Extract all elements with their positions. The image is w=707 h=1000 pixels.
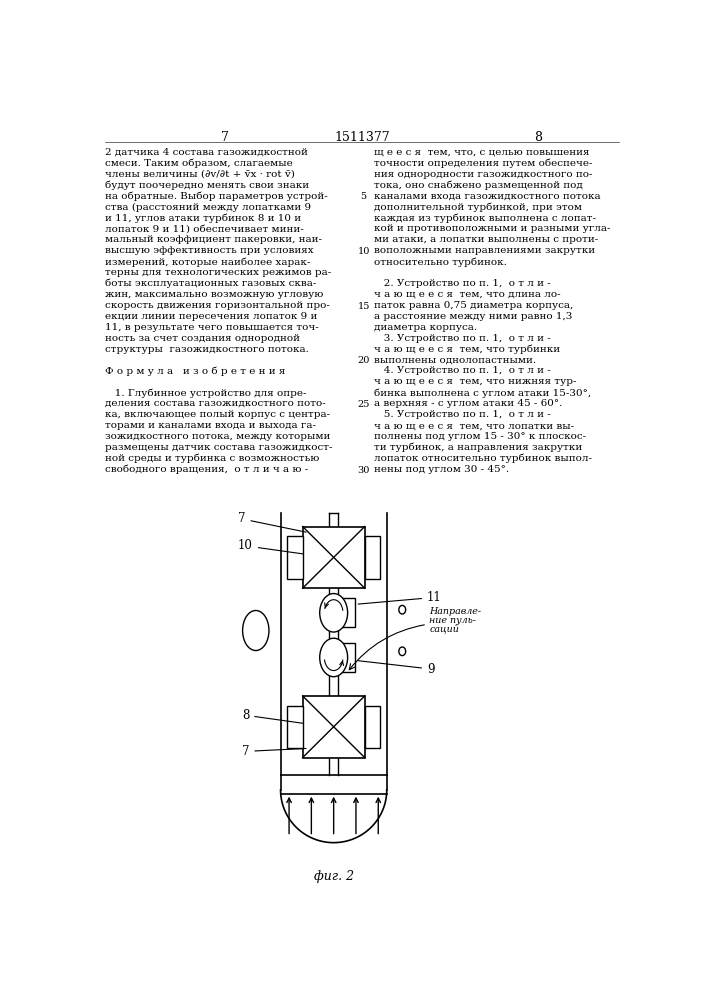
Text: кой и противоположными и разными угла-: кой и противоположными и разными угла- — [373, 224, 610, 233]
Text: тока, оно снабжено размещенной под: тока, оно снабжено размещенной под — [373, 181, 583, 190]
Text: дополнительной турбинкой, при этом: дополнительной турбинкой, при этом — [373, 202, 582, 212]
Text: екции линии пересечения лопаток 9 и: екции линии пересечения лопаток 9 и — [105, 312, 318, 321]
Bar — [365, 536, 380, 579]
Text: 1511377: 1511377 — [334, 131, 390, 144]
Text: ства (расстояний между лопатками 9: ства (расстояний между лопатками 9 — [105, 202, 312, 212]
Text: ч а ю щ е е с я  тем, что нижняя тур-: ч а ю щ е е с я тем, что нижняя тур- — [373, 377, 576, 386]
Bar — [303, 527, 365, 588]
Text: фиг. 2: фиг. 2 — [314, 870, 354, 883]
Text: полнены под углом 15 - 30° к плоскос-: полнены под углом 15 - 30° к плоскос- — [373, 432, 585, 441]
Text: 30: 30 — [357, 466, 370, 475]
Text: ность за счет создания однородной: ность за счет создания однородной — [105, 334, 300, 343]
Text: ния однородности газожидкостного по-: ния однородности газожидкостного по- — [373, 170, 592, 179]
Text: свободного вращения,  о т л и ч а ю -: свободного вращения, о т л и ч а ю - — [105, 465, 309, 474]
Text: размещены датчик состава газожидкост-: размещены датчик состава газожидкост- — [105, 443, 333, 452]
Text: 7: 7 — [238, 512, 306, 532]
Bar — [303, 696, 365, 758]
Text: 8: 8 — [534, 131, 542, 144]
Text: а верхняя - с углом атаки 45 - 60°.: а верхняя - с углом атаки 45 - 60°. — [373, 399, 562, 408]
Text: щ е е с я  тем, что, с целью повышения: щ е е с я тем, что, с целью повышения — [373, 148, 589, 157]
Text: жин, максимально возможную угловую: жин, максимально возможную угловую — [105, 290, 324, 299]
Text: ной среды и турбинка с возможностью: ной среды и турбинка с возможностью — [105, 454, 320, 463]
Text: 25: 25 — [357, 400, 370, 409]
Text: 5. Устройство по п. 1,  о т л и -: 5. Устройство по п. 1, о т л и - — [373, 410, 550, 419]
Text: диаметра корпуса.: диаметра корпуса. — [373, 323, 477, 332]
Bar — [287, 536, 303, 579]
Text: высшую эффективность при условиях: высшую эффективность при условиях — [105, 246, 314, 255]
Text: Направле-: Направле- — [429, 607, 481, 616]
Text: 9: 9 — [358, 661, 435, 676]
Text: 4. Устройство по п. 1,  о т л и -: 4. Устройство по п. 1, о т л и - — [373, 366, 550, 375]
Ellipse shape — [320, 638, 348, 677]
Text: структуры  газожидкостного потока.: структуры газожидкостного потока. — [105, 345, 309, 354]
Text: каналами входа газожидкостного потока: каналами входа газожидкостного потока — [373, 191, 600, 200]
Text: члены величины (∂v/∂t + v̄x · rot v̄): члены величины (∂v/∂t + v̄x · rot v̄) — [105, 170, 296, 179]
Ellipse shape — [320, 594, 348, 632]
Text: ми атаки, а лопатки выполнены с проти-: ми атаки, а лопатки выполнены с проти- — [373, 235, 598, 244]
Text: будут поочередно менять свои знаки: будут поочередно менять свои знаки — [105, 181, 310, 190]
Text: ч а ю щ е е с я  тем, что турбинки: ч а ю щ е е с я тем, что турбинки — [373, 345, 560, 354]
Text: измерений, которые наиболее харак-: измерений, которые наиболее харак- — [105, 257, 311, 267]
Text: а расстояние между ними равно 1,3: а расстояние между ними равно 1,3 — [373, 312, 572, 321]
Text: 7: 7 — [221, 131, 228, 144]
Text: 11, в результате чего повышается точ-: 11, в результате чего повышается точ- — [105, 323, 319, 332]
Text: Ф о р м у л а   и з о б р е т е н и я: Ф о р м у л а и з о б р е т е н и я — [105, 366, 286, 376]
Text: деления состава газожидкостного пото-: деления состава газожидкостного пото- — [105, 399, 326, 408]
Text: зожидкостного потока, между которыми: зожидкостного потока, между которыми — [105, 432, 331, 441]
Text: 11: 11 — [358, 591, 442, 604]
Text: 15: 15 — [357, 302, 370, 311]
Ellipse shape — [399, 605, 406, 614]
Text: ти турбинок, а направления закрутки: ти турбинок, а направления закрутки — [373, 443, 582, 452]
Text: каждая из турбинок выполнена с лопат-: каждая из турбинок выполнена с лопат- — [373, 213, 595, 223]
Text: 8: 8 — [242, 709, 303, 723]
Text: воположными направлениями закрутки: воположными направлениями закрутки — [373, 246, 595, 255]
Bar — [339, 598, 356, 627]
Text: лопаток 9 и 11) обеспечивает мини-: лопаток 9 и 11) обеспечивает мини- — [105, 224, 304, 233]
Ellipse shape — [399, 647, 406, 656]
Text: 5: 5 — [361, 192, 366, 201]
Text: 20: 20 — [357, 356, 370, 365]
Text: саций: саций — [429, 624, 460, 633]
Text: нены под углом 30 - 45°.: нены под углом 30 - 45°. — [373, 465, 509, 474]
Text: точности определения путем обеспече-: точности определения путем обеспече- — [373, 159, 592, 168]
Text: ние пуль-: ние пуль- — [429, 616, 477, 625]
Text: на обратные. Выбор параметров устрой-: на обратные. Выбор параметров устрой- — [105, 191, 328, 201]
Bar — [365, 706, 380, 748]
Text: 3. Устройство по п. 1,  о т л и -: 3. Устройство по п. 1, о т л и - — [373, 334, 550, 343]
Text: относительно турбинок.: относительно турбинок. — [373, 257, 506, 267]
Text: 2 датчика 4 состава газожидкостной: 2 датчика 4 состава газожидкостной — [105, 148, 308, 157]
Text: бинка выполнена с углом атаки 15-30°,: бинка выполнена с углом атаки 15-30°, — [373, 388, 591, 398]
Text: скорость движения горизонтальной про-: скорость движения горизонтальной про- — [105, 301, 330, 310]
Text: мальный коэффициент пакеровки, наи-: мальный коэффициент пакеровки, наи- — [105, 235, 322, 244]
Text: ка, включающее полый корпус с центра-: ка, включающее полый корпус с центра- — [105, 410, 331, 419]
Text: 1. Глубинное устройство для опре-: 1. Глубинное устройство для опре- — [105, 388, 307, 398]
Text: смеси. Таким образом, слагаемые: смеси. Таким образом, слагаемые — [105, 159, 293, 168]
Text: 10: 10 — [357, 247, 370, 256]
Text: терны для технологических режимов ра-: терны для технологических режимов ра- — [105, 268, 332, 277]
Text: 10: 10 — [238, 539, 303, 554]
Text: и 11, углов атаки турбинок 8 и 10 и: и 11, углов атаки турбинок 8 и 10 и — [105, 213, 302, 223]
Text: лопаток относительно турбинок выпол-: лопаток относительно турбинок выпол- — [373, 454, 592, 463]
Text: ч а ю щ е е с я  тем, что лопатки вы-: ч а ю щ е е с я тем, что лопатки вы- — [373, 421, 573, 430]
Text: 7: 7 — [242, 745, 306, 758]
Text: ч а ю щ е е с я  тем, что длина ло-: ч а ю щ е е с я тем, что длина ло- — [373, 290, 560, 299]
Bar — [339, 643, 356, 672]
Ellipse shape — [243, 610, 269, 651]
Text: боты эксплуатационных газовых сква-: боты эксплуатационных газовых сква- — [105, 279, 317, 288]
Text: торами и каналами входа и выхода га-: торами и каналами входа и выхода га- — [105, 421, 317, 430]
Text: 2. Устройство по п. 1,  о т л и -: 2. Устройство по п. 1, о т л и - — [373, 279, 550, 288]
Text: выполнены однолопастными.: выполнены однолопастными. — [373, 355, 536, 364]
Text: паток равна 0,75 диаметра корпуса,: паток равна 0,75 диаметра корпуса, — [373, 301, 573, 310]
Bar — [287, 706, 303, 748]
